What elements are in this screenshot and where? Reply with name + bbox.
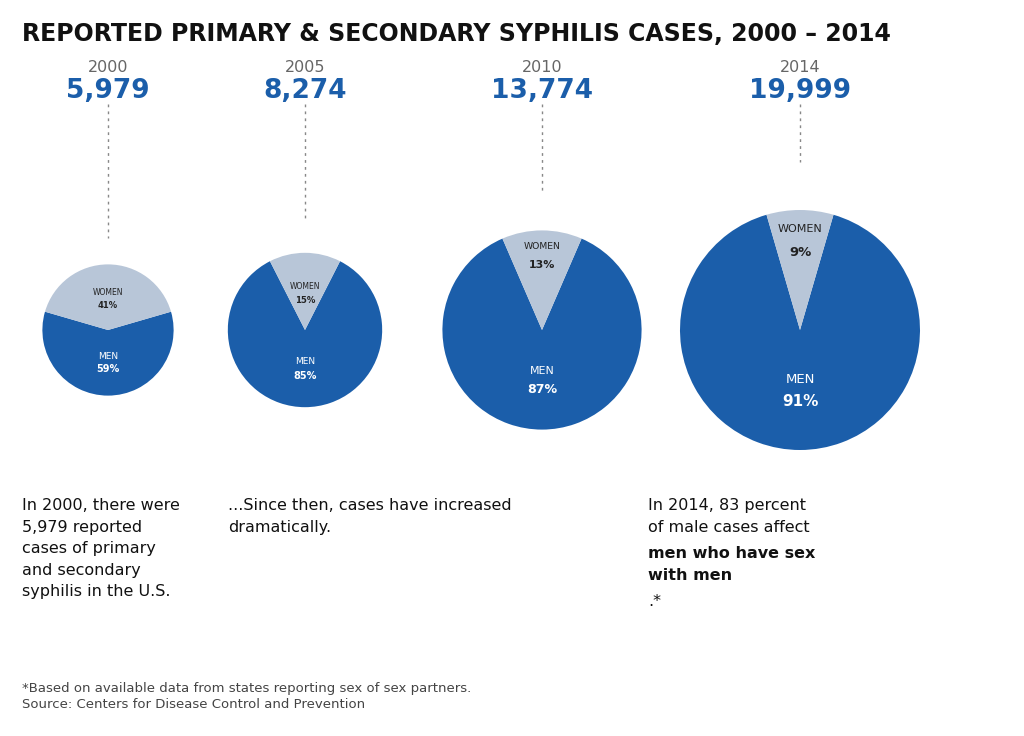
Text: 85%: 85% (293, 371, 316, 381)
Text: 15%: 15% (295, 296, 315, 305)
Text: MEN: MEN (785, 372, 815, 386)
Text: 5,979: 5,979 (67, 78, 150, 104)
Text: WOMEN: WOMEN (290, 281, 321, 291)
Text: 2005: 2005 (285, 60, 326, 75)
Wedge shape (45, 264, 171, 330)
Text: WOMEN: WOMEN (523, 242, 560, 251)
Text: WOMEN: WOMEN (777, 224, 822, 234)
Text: 9%: 9% (788, 246, 811, 258)
Text: MEN: MEN (98, 353, 118, 361)
Text: WOMEN: WOMEN (93, 288, 123, 297)
Text: MEN: MEN (295, 357, 315, 366)
Wedge shape (442, 238, 642, 430)
Text: men who have sex
with men: men who have sex with men (648, 546, 815, 583)
Wedge shape (767, 210, 834, 330)
Text: MEN: MEN (529, 366, 554, 376)
Wedge shape (680, 215, 920, 450)
Text: 13%: 13% (528, 261, 555, 270)
Wedge shape (270, 252, 340, 330)
Wedge shape (503, 230, 582, 330)
Text: 2010: 2010 (521, 60, 562, 75)
Text: 8,274: 8,274 (263, 78, 347, 104)
Text: 2014: 2014 (779, 60, 820, 75)
Text: 91%: 91% (781, 394, 818, 409)
Text: 41%: 41% (98, 300, 118, 310)
Text: In 2014, 83 percent
of male cases affect: In 2014, 83 percent of male cases affect (648, 498, 810, 534)
Wedge shape (42, 311, 174, 396)
Text: .*: .* (648, 594, 662, 609)
Text: 2000: 2000 (88, 60, 128, 75)
Text: 87%: 87% (527, 383, 557, 396)
Wedge shape (227, 261, 382, 407)
Text: In 2000, there were
5,979 reported
cases of primary
and secondary
syphilis in th: In 2000, there were 5,979 reported cases… (22, 498, 180, 599)
Text: 19,999: 19,999 (749, 78, 851, 104)
Text: ...Since then, cases have increased
dramatically.: ...Since then, cases have increased dram… (228, 498, 512, 534)
Text: 59%: 59% (96, 364, 120, 375)
Text: REPORTED PRIMARY & SECONDARY SYPHILIS CASES, 2000 – 2014: REPORTED PRIMARY & SECONDARY SYPHILIS CA… (22, 22, 891, 46)
Text: Source: Centers for Disease Control and Prevention: Source: Centers for Disease Control and … (22, 698, 366, 711)
Text: 13,774: 13,774 (490, 78, 593, 104)
Text: *Based on available data from states reporting sex of sex partners.: *Based on available data from states rep… (22, 682, 471, 695)
